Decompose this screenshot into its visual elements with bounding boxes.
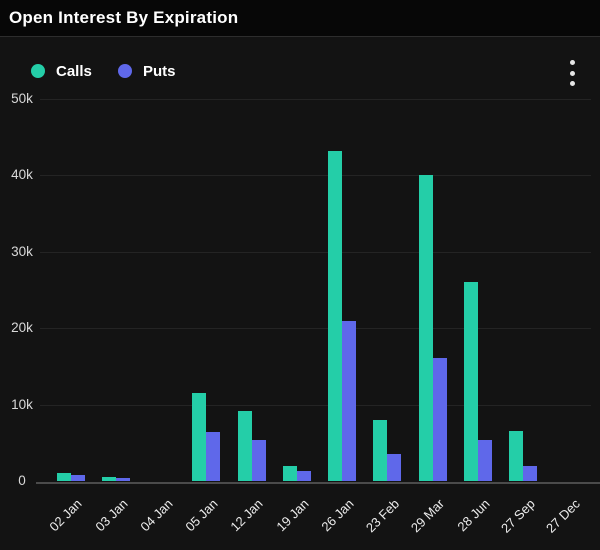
bar-calls-19-jan[interactable] [282,466,297,481]
bar-calls-12-jan[interactable] [237,411,252,481]
legend-swatch-calls [31,64,45,78]
bar-calls-27-sep[interactable] [509,431,523,481]
x-axis-tick-label: 27 Sep [497,496,538,536]
x-axis-tick-label: 26 Jan [318,496,357,535]
page-title: Open Interest By Expiration [9,8,239,27]
title-bar: Open Interest By Expiration [0,0,600,37]
y-axis-tick-label: 30k [11,243,33,259]
gridline [40,99,591,100]
gridline [40,328,591,330]
gridline [40,404,591,406]
gridline [40,251,591,253]
x-axis-tick-label: 12 Jan [227,496,267,535]
x-axis-tick-label: 19 Jan [273,496,312,535]
legend-swatch-puts [118,64,132,78]
bar-calls-28-jun[interactable] [463,282,478,481]
bar-puts-19-jan[interactable] [296,471,311,481]
bar-puts-12-jan[interactable] [251,440,266,481]
x-axis-tick-label: 29 Mar [407,496,448,536]
x-axis-tick-label: 27 Dec [543,496,583,536]
y-axis-tick-label: 20k [11,320,33,336]
chart-legend: Calls Puts [0,56,600,86]
bar-puts-05-jan[interactable] [206,432,221,481]
x-axis-tick-label: 28 Jun [454,496,493,535]
bar-puts-29-mar[interactable] [432,358,447,481]
y-axis-tick-label: 40k [11,167,33,183]
bar-calls-29-mar[interactable] [418,175,433,481]
x-axis-line [36,481,600,484]
kebab-vertical-icon [569,81,575,86]
kebab-vertical-icon [569,60,575,65]
legend-label: Puts [143,62,176,80]
bar-calls-05-jan[interactable] [192,393,207,481]
kebab-vertical-icon [569,70,575,76]
x-axis-tick-label: 05 Jan [182,496,221,535]
bar-calls-26-jan[interactable] [328,151,342,481]
x-axis-tick-label: 02 Jan [46,496,86,535]
bar-calls-02-jan[interactable] [56,473,71,481]
bar-puts-28-jun[interactable] [477,440,492,481]
y-axis-tick-label: 10k [11,396,33,412]
bar-puts-23-feb[interactable] [387,454,402,481]
x-axis-tick-label: 03 Jan [92,496,131,535]
bar-calls-23-feb[interactable] [373,420,388,481]
y-axis-tick-label: 0 [18,473,26,488]
bar-puts-26-jan[interactable] [342,321,356,481]
bar-calls-03-jan[interactable] [101,477,116,481]
y-axis-tick-label: 50k [11,91,33,106]
legend-label: Calls [56,62,92,80]
more-options-button[interactable] [566,59,578,87]
bar-puts-03-jan[interactable] [115,478,130,481]
x-axis-tick-label: 23 Feb [362,496,402,536]
legend-item-calls[interactable]: Calls [31,56,92,86]
legend-item-puts[interactable]: Puts [118,56,176,86]
bar-puts-27-sep[interactable] [523,466,537,481]
bar-puts-02-jan[interactable] [70,475,85,481]
x-axis-tick-label: 04 Jan [137,496,176,535]
gridline [40,175,591,177]
